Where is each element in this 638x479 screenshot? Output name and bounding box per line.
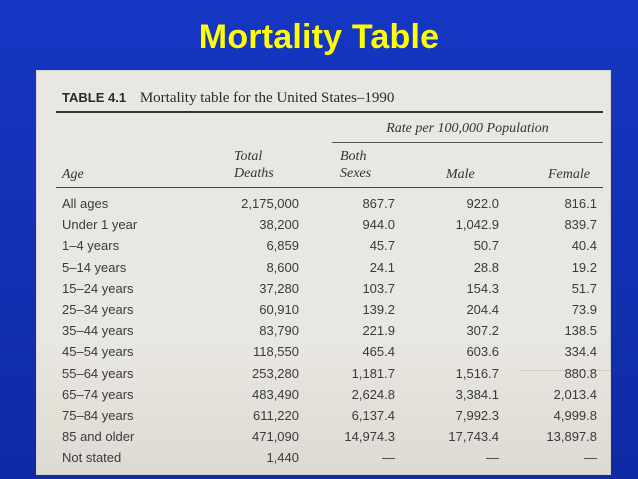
- header-both-sexes: Both Sexes: [340, 148, 371, 182]
- cell-total-deaths: 118,550: [252, 344, 299, 360]
- cell-both-sexes: —: [382, 450, 395, 466]
- table-caption: TABLE 4.1 Mortality table for the United…: [62, 90, 394, 107]
- cell-male: 204.4: [466, 301, 499, 317]
- cell-female: 880.8: [564, 365, 597, 381]
- cell-male: 7,992.3: [455, 407, 499, 423]
- cell-female: 40.4: [571, 238, 597, 254]
- cell-both-sexes: 6,137.4: [351, 407, 395, 423]
- cell-both-sexes: 221.9: [362, 323, 395, 339]
- cell-age: 75–84 years: [62, 407, 134, 423]
- rate-header: Rate per 100,000 Population: [386, 121, 549, 136]
- cell-both-sexes: 103.7: [362, 280, 395, 296]
- table-row: 35–44 years 83,790 221.9 307.2 138.5: [36, 321, 611, 342]
- table-row: 15–24 years 37,280 103.7 154.3 51.7: [36, 279, 611, 300]
- table-row: 55–64 years 253,280 1,181.7 1,516.7 880.8: [36, 364, 611, 385]
- cell-female: 4,999.8: [553, 407, 597, 423]
- cell-age: 55–64 years: [62, 365, 134, 381]
- header-both-line1: Both: [340, 149, 367, 164]
- cell-age: 45–54 years: [62, 344, 134, 360]
- cell-age: 5–14 years: [62, 259, 127, 275]
- cell-total-deaths: 60,910: [259, 301, 299, 317]
- table-row: 75–84 years 611,220 6,137.4 7,992.3 4,999.8: [36, 406, 611, 427]
- cell-both-sexes: 2,624.8: [351, 386, 395, 402]
- table-caption-text: Mortality table for the United States–19…: [139, 90, 395, 106]
- cell-total-deaths: 1,440: [266, 450, 299, 466]
- cell-both-sexes: 139.2: [362, 301, 395, 317]
- cell-age: 1–4 years: [62, 238, 120, 254]
- cell-age: Under 1 year: [62, 217, 138, 233]
- cell-female: 138.5: [564, 323, 597, 339]
- header-total-deaths: Total Deaths: [234, 148, 274, 182]
- cell-both-sexes: 1,181.7: [351, 365, 395, 381]
- cell-both-sexes: 867.7: [362, 196, 395, 211]
- cell-total-deaths: 83,790: [259, 323, 299, 339]
- cell-age: 65–74 years: [62, 386, 134, 402]
- cell-male: 1,042.9: [455, 217, 499, 233]
- cell-female: 839.7: [564, 217, 597, 233]
- cell-total-deaths: 253,280: [252, 365, 299, 381]
- cell-total-deaths: 471,090: [252, 429, 299, 445]
- cell-age: 15–24 years: [62, 280, 134, 296]
- cell-male: 154.3: [466, 280, 499, 296]
- header-rule: [56, 187, 603, 188]
- cell-age: All ages: [62, 196, 109, 211]
- cell-both-sexes: 45.7: [369, 238, 395, 254]
- cell-both-sexes: 14,974.3: [344, 429, 395, 445]
- table-number: TABLE 4.1: [62, 90, 127, 105]
- cell-female: 73.9: [571, 301, 597, 317]
- cell-total-deaths: 483,490: [252, 386, 299, 402]
- header-female: Female: [548, 167, 590, 182]
- table-body: All ages 2,175,000 867.7 922.0 816.1 Under 1 …: [36, 194, 611, 469]
- cell-male: 1,516.7: [455, 365, 499, 381]
- cell-total-deaths: 611,220: [252, 407, 299, 423]
- slide-title: Mortality Table: [198, 18, 440, 56]
- cell-age: Not stated: [62, 450, 122, 466]
- cell-male: 603.6: [466, 344, 499, 360]
- table-row: 1–4 years 6,859 45.7 50.7 40.4: [36, 236, 611, 257]
- cell-male: —: [486, 450, 499, 466]
- cell-total-deaths: 37,280: [259, 280, 299, 296]
- cell-both-sexes: 944.0: [362, 217, 395, 233]
- cell-male: 28.8: [473, 259, 499, 275]
- table-row: Under 1 year 38,200 944.0 1,042.9 839.7: [36, 215, 611, 236]
- cell-female: 2,013.4: [553, 386, 597, 402]
- header-both-line2: Sexes: [340, 166, 372, 181]
- table-row: Not stated 1,440 — — —: [36, 448, 611, 469]
- table-row: 45–54 years 118,550 465.4 603.6 334.4: [36, 342, 611, 363]
- scanned-table-image: TABLE 4.1 Mortality table for the United…: [36, 70, 611, 475]
- cell-male: 922.0: [466, 196, 499, 211]
- rate-header-rule: [332, 142, 603, 143]
- header-total-line1: Total: [234, 149, 263, 164]
- cell-both-sexes: 465.4: [362, 344, 395, 360]
- cell-male: 3,384.1: [455, 386, 499, 402]
- table-row: 5–14 years 8,600 24.1 28.8 19.2: [36, 258, 611, 279]
- cell-total-deaths: 38,200: [259, 217, 299, 233]
- cell-female: —: [584, 450, 597, 466]
- scan-faint-box: [520, 198, 611, 371]
- top-rule: [56, 111, 603, 113]
- header-male: Male: [446, 167, 475, 182]
- cell-female: 13,897.8: [546, 429, 597, 445]
- cell-total-deaths: 2,175,000: [241, 196, 299, 211]
- cell-male: 17,743.4: [448, 429, 499, 445]
- cell-both-sexes: 24.1: [369, 259, 395, 275]
- table-row: All ages 2,175,000 867.7 922.0 816.1: [36, 194, 611, 215]
- header-total-line2: Deaths: [234, 166, 274, 181]
- cell-total-deaths: 8,600: [266, 259, 299, 275]
- cell-female: 19.2: [571, 259, 597, 275]
- cell-male: 307.2: [466, 323, 499, 339]
- header-age: Age: [62, 167, 84, 182]
- cell-female: 816.1: [564, 196, 597, 211]
- cell-total-deaths: 6,859: [266, 238, 299, 254]
- cell-male: 50.7: [473, 238, 499, 254]
- table-row: 65–74 years 483,490 2,624.8 3,384.1 2,013.4: [36, 385, 611, 406]
- scan-shading: [36, 335, 611, 475]
- cell-female: 334.4: [564, 344, 597, 360]
- cell-age: 35–44 years: [62, 323, 134, 339]
- cell-age: 25–34 years: [62, 301, 134, 317]
- table-row: 85 and older 471,090 14,974.3 17,743.4 13,89…: [36, 427, 611, 448]
- table-row: 25–34 years 60,910 139.2 204.4 73.9: [36, 300, 611, 321]
- cell-age: 85 and older: [62, 429, 135, 445]
- cell-female: 51.7: [571, 280, 597, 296]
